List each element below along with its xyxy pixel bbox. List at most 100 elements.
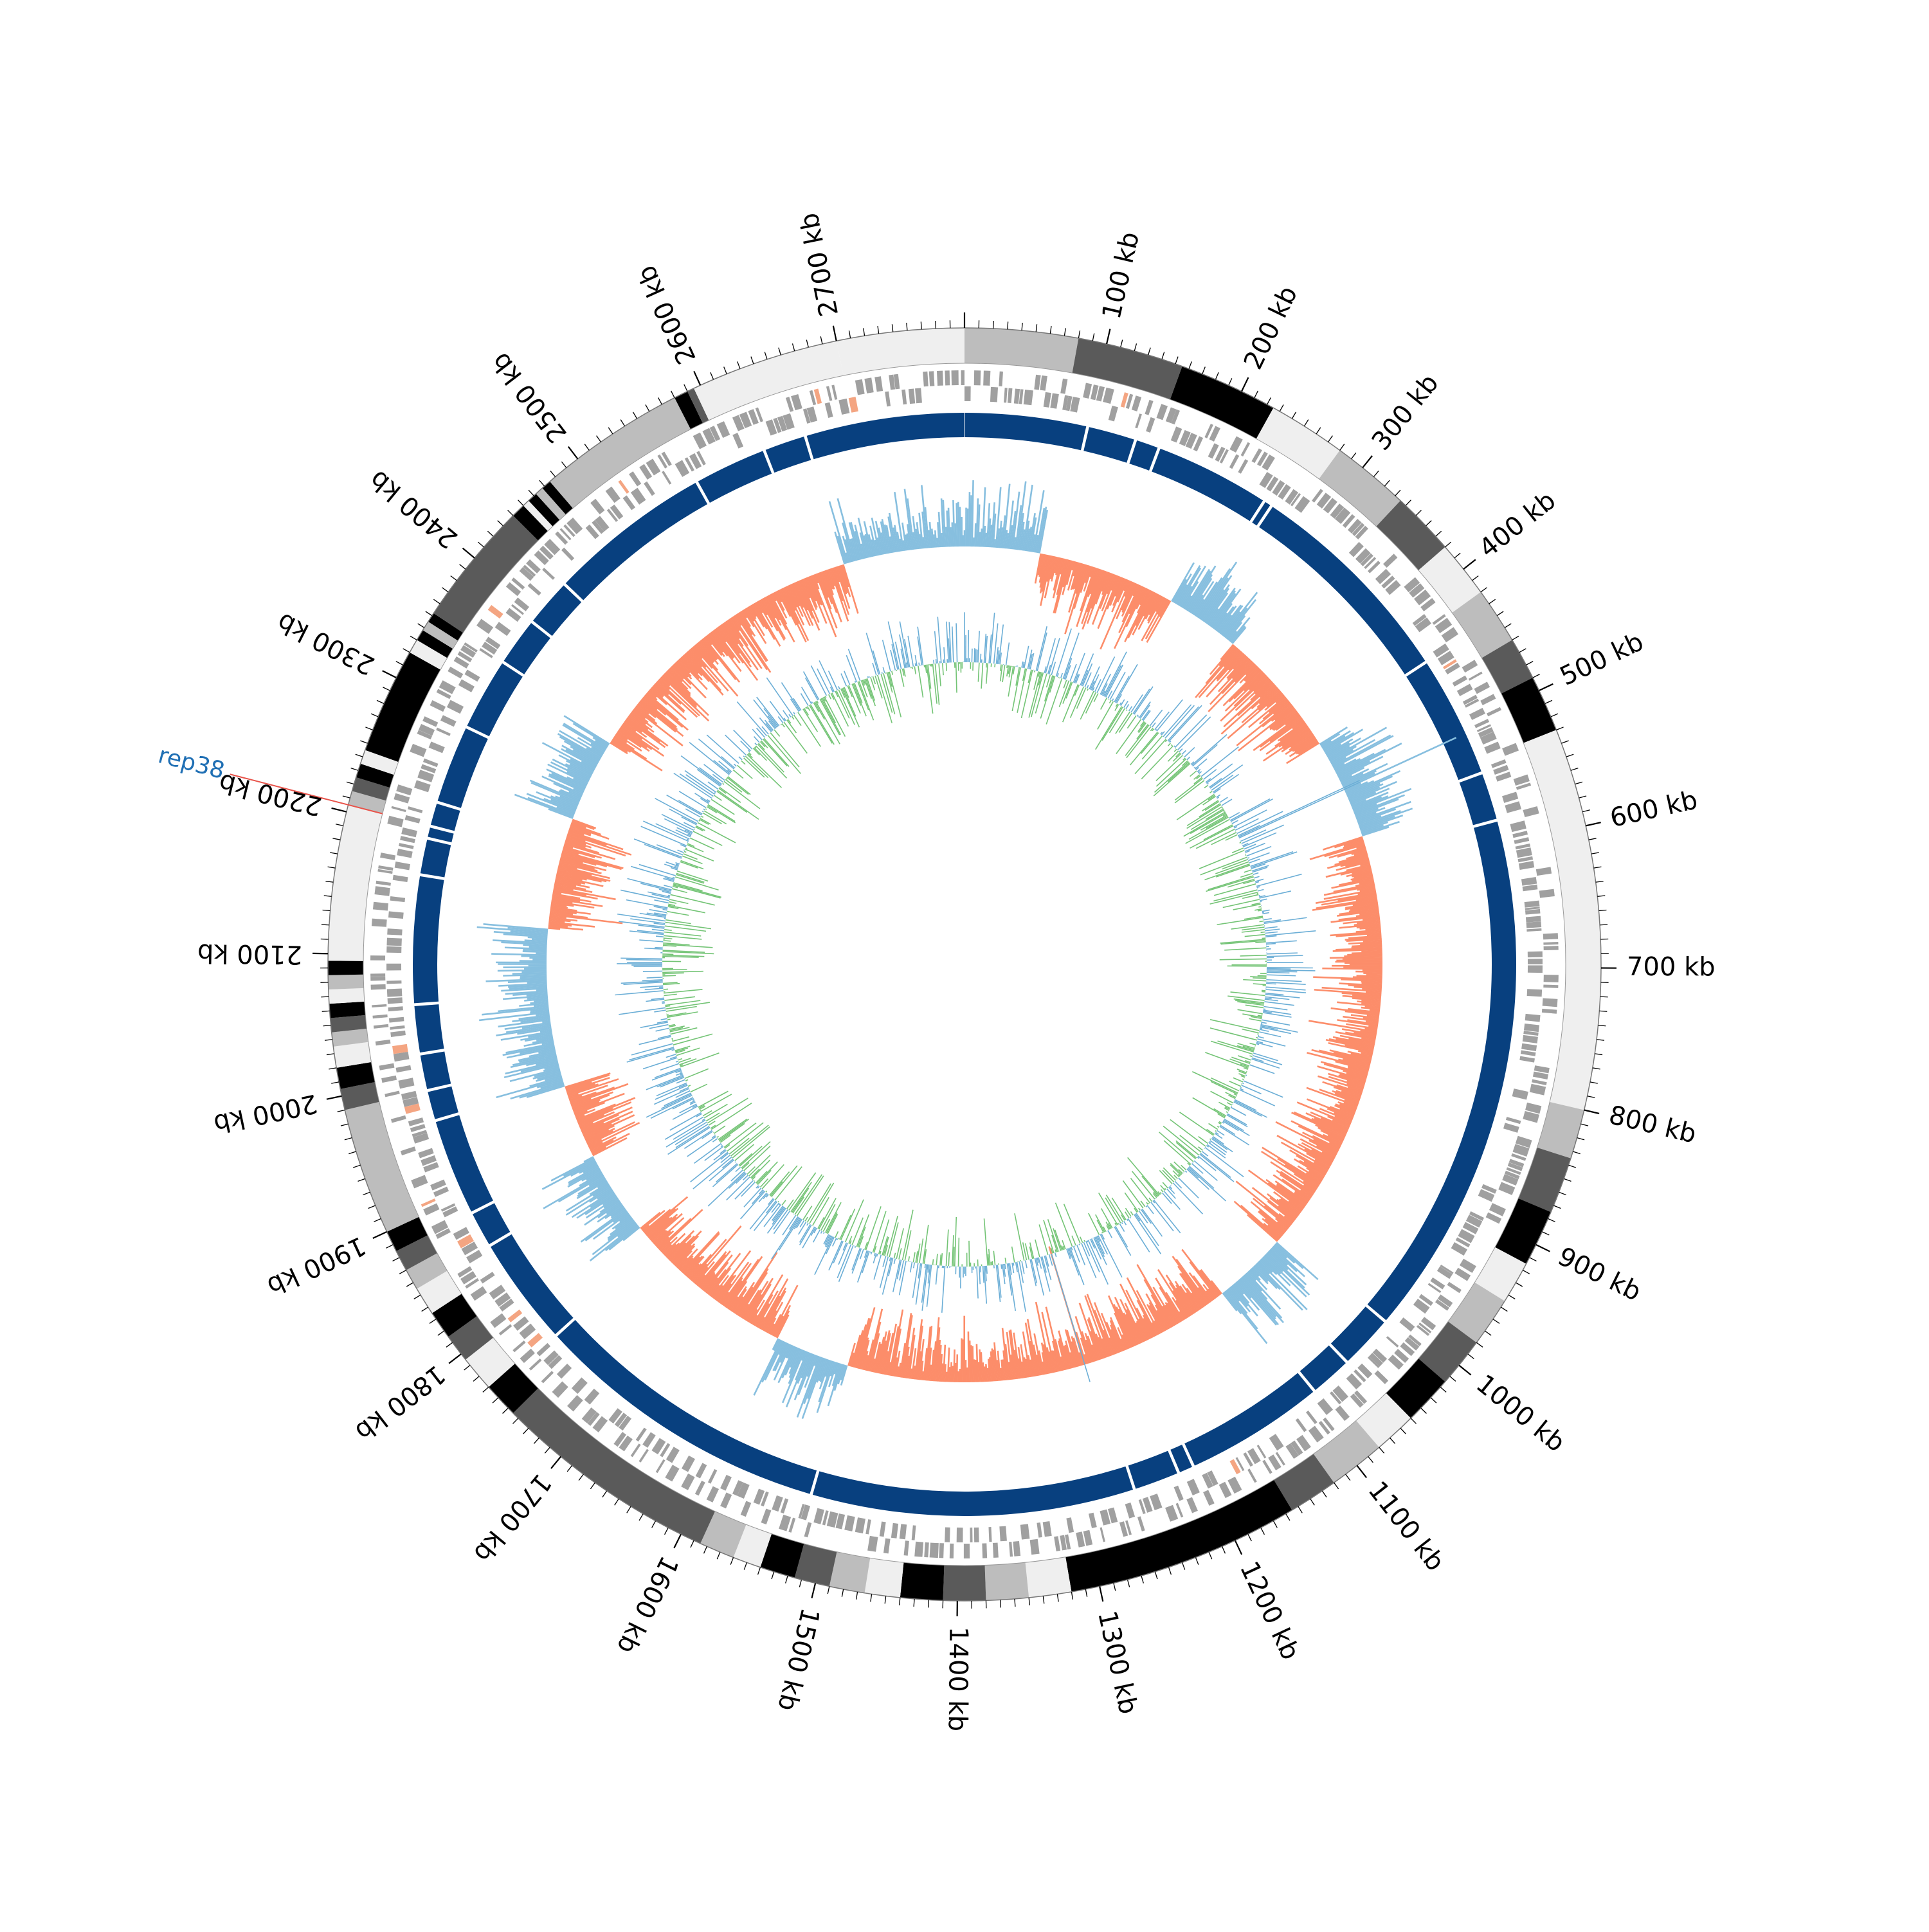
gene-feature — [831, 385, 837, 400]
gc-inward-bar — [664, 994, 677, 995]
minor-tick — [1411, 1418, 1416, 1424]
minor-tick — [608, 428, 613, 434]
gc-inward-bar — [667, 1012, 698, 1018]
gc-inward-bar — [1231, 992, 1265, 996]
minor-tick — [1043, 1596, 1044, 1603]
minor-tick — [691, 1540, 694, 1548]
gene-feature — [1100, 1527, 1105, 1542]
gene-feature — [1512, 1088, 1528, 1099]
minor-tick — [627, 1506, 631, 1513]
gc-outward-bar — [668, 895, 670, 896]
gc-skew-negative-bar — [968, 1332, 969, 1382]
gene-feature — [874, 376, 883, 392]
gc-skew-negative-bar — [1357, 976, 1382, 977]
gene-feature — [964, 386, 971, 401]
gene-feature — [1536, 867, 1552, 876]
gene-feature — [1525, 1014, 1541, 1022]
gene-feature — [957, 1528, 963, 1542]
minor-tick — [1426, 521, 1432, 526]
gc-outward-bar — [676, 1061, 678, 1062]
band-segment — [900, 1562, 945, 1600]
gc-inward-bar — [708, 804, 735, 821]
minor-tick — [1468, 1354, 1474, 1359]
major-tick — [327, 1096, 341, 1099]
minor-tick — [396, 662, 403, 665]
minor-tick — [1508, 1295, 1515, 1299]
gene-feature — [636, 1428, 647, 1442]
gc-inward-bar — [700, 818, 711, 824]
gc-outward-bar — [801, 693, 808, 705]
gc-outward-bar — [852, 1249, 861, 1274]
gene-feature — [488, 605, 503, 618]
gc-inward-bar — [707, 807, 717, 813]
gc-inward-bar — [669, 902, 676, 903]
gene-feature — [974, 370, 981, 385]
gc-skew-positive-bar — [532, 939, 547, 940]
gc-skew-positive-bar — [512, 973, 547, 974]
gc-outward-bar — [664, 885, 672, 887]
gc-outward-bar — [1182, 750, 1186, 754]
contig-block — [1128, 1451, 1177, 1489]
minor-tick — [820, 336, 822, 344]
gc-inward-bar — [1223, 899, 1260, 908]
gene-feature — [1060, 379, 1067, 394]
contig-block — [421, 1051, 451, 1089]
gene-feature — [411, 1175, 428, 1189]
gc-inward-bar — [1034, 671, 1038, 689]
tick-label: 1700 kb — [467, 1468, 557, 1567]
minor-tick — [1352, 453, 1356, 459]
gene-feature — [606, 487, 620, 503]
gc-outward-bar — [702, 811, 703, 812]
gene-feature — [945, 370, 950, 385]
gene-feature — [385, 1091, 400, 1097]
contig-block — [467, 664, 522, 736]
gc-outward-bar — [983, 1266, 984, 1283]
gc-inward-bar — [1101, 1208, 1112, 1228]
gc-inward-bar — [718, 790, 759, 819]
minor-tick — [1579, 796, 1587, 798]
gc-outward-bar — [1267, 975, 1296, 976]
gene-feature — [1241, 442, 1251, 456]
gene-feature — [1503, 1123, 1519, 1132]
gc-outward-bar — [1209, 1142, 1226, 1155]
gc-inward-bar — [1245, 1005, 1263, 1007]
gc-inward-bar — [899, 1248, 901, 1259]
minor-tick — [1598, 1025, 1606, 1026]
gc-outward-bar — [748, 750, 750, 752]
minor-tick — [1328, 436, 1333, 442]
gc-skew-negative-bar — [1347, 954, 1382, 955]
gc-inward-bar — [806, 707, 808, 709]
gc-outward-bar — [1267, 953, 1298, 954]
minor-tick — [493, 1398, 498, 1403]
gene-feature — [964, 1544, 970, 1558]
minor-tick — [1334, 1483, 1339, 1489]
gc-inward-bar — [1012, 1247, 1015, 1263]
gene-feature — [891, 1523, 898, 1539]
gc-inward-bar — [1209, 1123, 1218, 1129]
gc-inward-bar — [680, 862, 698, 868]
gc-outward-bar — [1157, 700, 1182, 731]
gene-feature — [642, 1432, 656, 1448]
gene-feature — [541, 1371, 554, 1383]
gc-inward-bar — [1245, 855, 1246, 856]
gc-outward-bar — [974, 648, 975, 662]
minor-tick — [446, 1342, 453, 1347]
gc-outward-bar — [1026, 1260, 1027, 1268]
gc-inward-bar — [664, 938, 673, 939]
gene-feature — [982, 1543, 987, 1558]
gc-inward-bar — [894, 1253, 896, 1258]
gene-feature — [1383, 554, 1397, 568]
gene-feature — [552, 1381, 568, 1398]
gc-outward-bar — [829, 671, 838, 690]
gene-feature — [1525, 901, 1540, 908]
gene-feature — [1186, 1497, 1198, 1513]
tick-label: 800 kb — [1606, 1100, 1699, 1149]
gc-skew-negative-bar — [961, 1339, 962, 1382]
minor-tick — [483, 1387, 489, 1392]
gc-outward-bar — [668, 1127, 711, 1154]
band-segment — [328, 805, 383, 961]
minor-tick — [871, 1594, 872, 1602]
gc-outward-bar — [891, 650, 895, 670]
minor-tick — [1431, 1398, 1436, 1403]
gene-feature — [386, 938, 401, 946]
